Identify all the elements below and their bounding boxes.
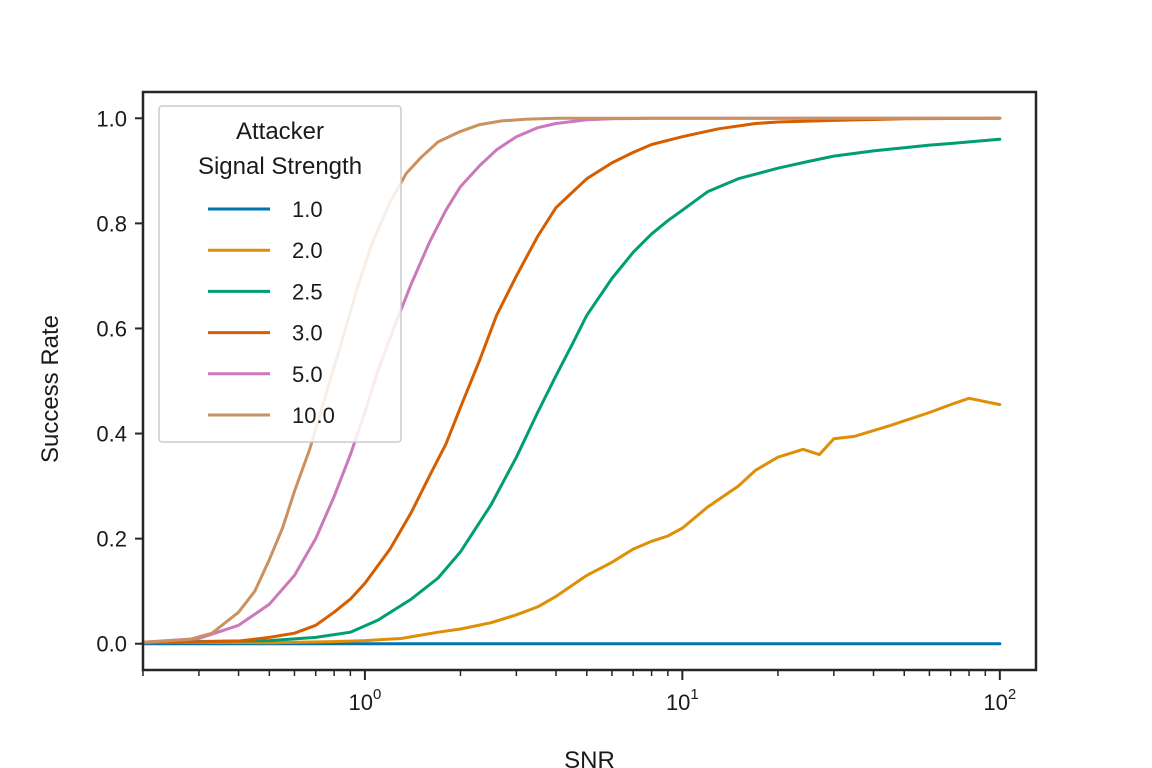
y-tick-label: 0.4: [96, 422, 127, 447]
legend-box: [158, 105, 402, 443]
x-axis-ticks: 100 101 102: [142, 670, 1016, 715]
x-tick-label: 102: [983, 686, 1016, 715]
y-tick-label: 0.2: [96, 527, 127, 552]
y-tick-label: 0.0: [96, 632, 127, 657]
legend-label: 2.0: [292, 238, 323, 263]
plot-frame: [141, 90, 1038, 672]
x-tick-label-base: 10: [348, 690, 372, 715]
x-axis-title: SNR: [564, 747, 615, 768]
legend-label: 1.0: [292, 197, 323, 222]
y-tick-label: 1.0: [96, 106, 127, 131]
x-tick-label-exponent: 0: [373, 686, 381, 703]
legend-label: 2.5: [292, 279, 323, 304]
x-tick-label: 101: [666, 686, 699, 715]
legend-title-line-2: Signal Strength: [198, 153, 362, 180]
x-tick-label: 100: [348, 686, 381, 715]
series-line-3-0: [141, 116, 1002, 645]
y-axis-ticks: 0.0 0.2 0.4 0.6 0.8 1.0: [96, 106, 143, 657]
x-tick-label-exponent: 1: [690, 686, 698, 703]
y-tick-label: 0.6: [96, 316, 127, 341]
legend-title-line-1: Attacker: [236, 118, 324, 145]
legend-label: 5.0: [292, 362, 323, 387]
series-line-2-5: [141, 137, 1002, 644]
legend-label: 3.0: [292, 321, 323, 346]
y-axis-title: Success Rate: [37, 315, 64, 463]
y-tick-label: 0.8: [96, 211, 127, 236]
x-tick-label-exponent: 2: [1008, 686, 1016, 703]
legend-entries: 1.0 2.0 2.5 3.0 5.0 10.0: [208, 197, 335, 428]
series-line-2-0: [141, 396, 1002, 645]
legend-label: 10.0: [292, 403, 335, 428]
x-tick-label-base: 10: [666, 690, 690, 715]
series-line-5-0: [141, 116, 1002, 644]
legend: Attacker Signal Strength 1.0 2.0 2.5 3.0 5.0…: [158, 105, 402, 443]
x-tick-label-base: 10: [983, 690, 1007, 715]
